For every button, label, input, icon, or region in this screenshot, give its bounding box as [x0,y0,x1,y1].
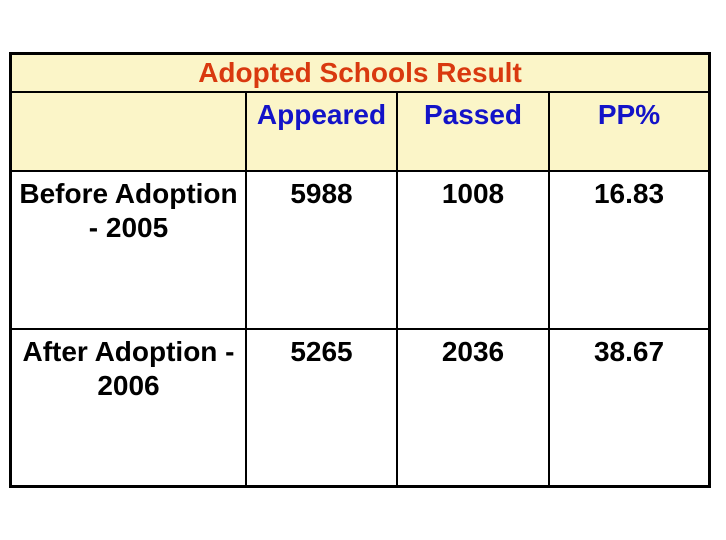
pp-percent-value-2006: 38.67 [550,330,708,485]
table-title: Adopted Schools Result [12,55,708,93]
row-label-line: After Adoption - [22,336,235,367]
passed-value-2005: 1008 [398,172,550,330]
pp-percent-value-2005: 16.83 [550,172,708,330]
appeared-value-2005: 5988 [247,172,398,330]
row-label-after-adoption: After Adoption - 2006 [12,330,247,485]
appeared-value-2006: 5265 [247,330,398,485]
column-header-pp-percent: PP% [550,93,708,172]
passed-value-2006: 2036 [398,330,550,485]
column-header-passed: Passed [398,93,550,172]
row-label-line: Before Adoption [19,178,238,209]
column-header-empty [12,93,247,172]
row-label-line: 2006 [97,369,160,401]
row-label-before-adoption: Before Adoption - 2005 [12,172,247,330]
column-header-appeared: Appeared [247,93,398,172]
adopted-schools-results-table: Adopted Schools Result Appeared Passed P… [9,52,711,488]
row-label-line: - 2005 [88,211,169,243]
